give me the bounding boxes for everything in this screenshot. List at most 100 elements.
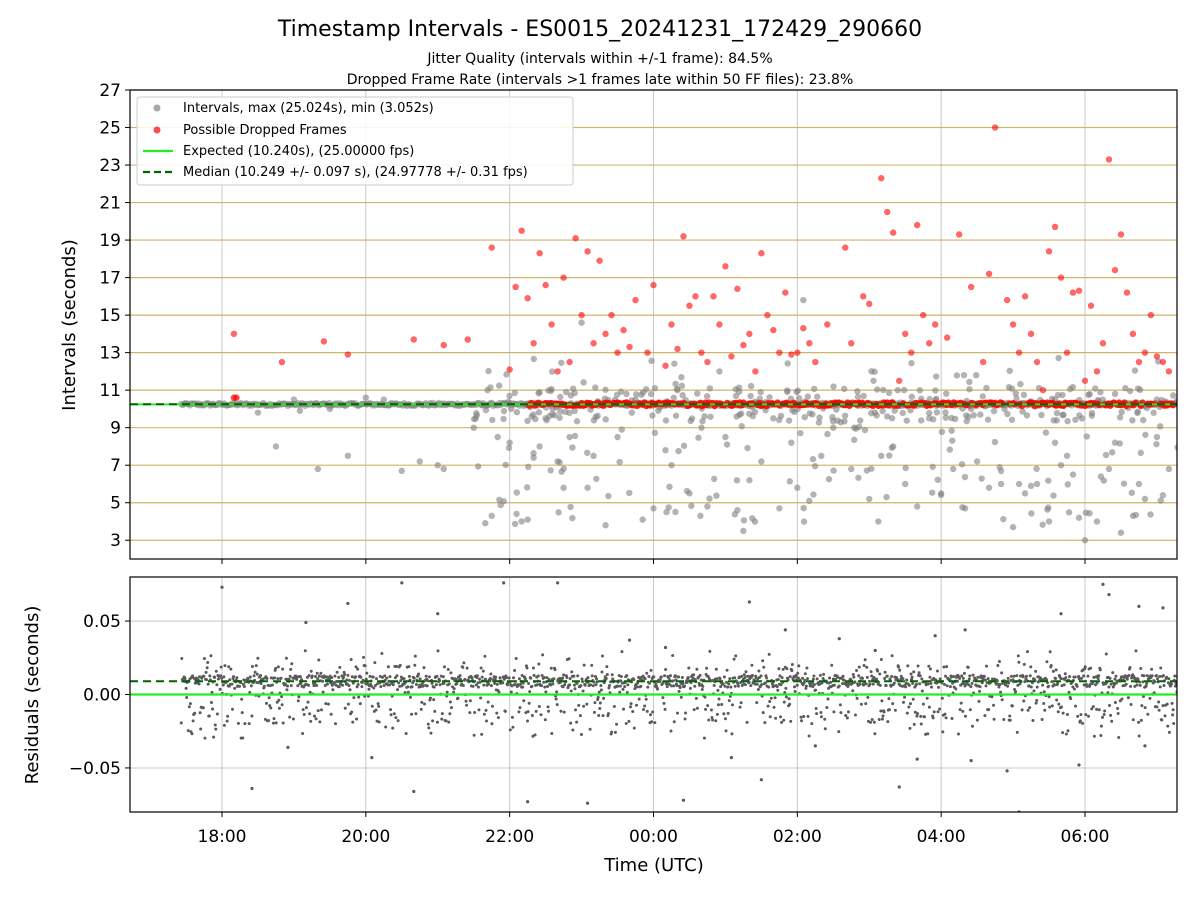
interval-point bbox=[967, 405, 975, 413]
interval-point bbox=[440, 465, 447, 473]
residual-point bbox=[667, 676, 671, 680]
top-y-tick-label: 5 bbox=[110, 494, 121, 514]
residual-point bbox=[1010, 704, 1014, 708]
top-y-tick-label: 17 bbox=[99, 269, 121, 289]
residual-point bbox=[479, 696, 483, 700]
interval-point bbox=[888, 415, 896, 422]
residual-point bbox=[595, 677, 599, 681]
residual-point bbox=[647, 674, 651, 678]
residual-point bbox=[222, 675, 226, 679]
residual-point bbox=[377, 704, 381, 708]
residual-point bbox=[977, 699, 981, 703]
residual-point bbox=[1045, 660, 1049, 664]
residual-point bbox=[221, 683, 225, 687]
residual-point bbox=[1041, 683, 1045, 687]
residual-point bbox=[370, 756, 374, 760]
residual-point bbox=[761, 659, 765, 663]
residual-point bbox=[950, 717, 954, 721]
residual-point bbox=[229, 667, 233, 671]
dropped-frame-point bbox=[908, 349, 915, 356]
residual-point bbox=[481, 669, 485, 673]
dropped-frame-point bbox=[866, 300, 873, 308]
residual-point bbox=[1097, 674, 1101, 678]
residual-point bbox=[574, 708, 578, 712]
residual-point bbox=[470, 676, 474, 680]
residual-point bbox=[685, 680, 689, 684]
interval-point bbox=[1064, 481, 1071, 488]
interval-point bbox=[686, 490, 693, 497]
residual-point bbox=[581, 680, 585, 684]
residual-point bbox=[458, 674, 462, 678]
residual-point bbox=[647, 681, 651, 685]
residual-point bbox=[1022, 699, 1026, 703]
residual-point bbox=[725, 680, 729, 684]
residual-point bbox=[510, 715, 514, 719]
residual-point bbox=[414, 712, 418, 716]
dropped-frame-point bbox=[794, 349, 801, 356]
interval-point bbox=[734, 507, 741, 514]
residual-point bbox=[629, 702, 633, 706]
residual-point bbox=[488, 679, 492, 683]
interval-point bbox=[966, 378, 973, 386]
interval-point bbox=[554, 458, 561, 465]
residual-point bbox=[288, 715, 292, 719]
residual-point bbox=[412, 679, 416, 683]
residual-point bbox=[219, 674, 223, 678]
interval-point bbox=[1028, 510, 1035, 517]
residual-point bbox=[352, 696, 356, 700]
residual-point bbox=[343, 672, 347, 676]
interval-point bbox=[569, 514, 576, 522]
residual-point bbox=[190, 732, 194, 736]
residual-point bbox=[1145, 681, 1149, 685]
dropped-frame-point bbox=[1147, 311, 1155, 319]
residual-point bbox=[1008, 718, 1012, 722]
dropped-frame-point bbox=[512, 283, 519, 291]
residual-point bbox=[907, 683, 911, 687]
top-y-axis-label: Intervals (seconds) bbox=[59, 239, 80, 411]
residual-point bbox=[396, 688, 400, 692]
residual-point bbox=[1117, 735, 1121, 739]
interval-point bbox=[1116, 440, 1123, 447]
interval-point bbox=[961, 505, 969, 512]
residual-point bbox=[250, 664, 254, 668]
interval-point bbox=[326, 405, 334, 413]
residual-point bbox=[1006, 684, 1010, 688]
residual-point bbox=[220, 676, 224, 680]
residual-point bbox=[569, 721, 573, 725]
interval-point bbox=[907, 406, 914, 414]
dropped-frame-point bbox=[967, 283, 975, 291]
residual-point bbox=[730, 703, 734, 707]
residual-point bbox=[422, 666, 426, 670]
residual-point bbox=[479, 666, 483, 670]
residual-point bbox=[598, 701, 602, 705]
interval-point bbox=[1013, 395, 1020, 402]
residual-point bbox=[199, 727, 203, 731]
residual-point bbox=[341, 683, 345, 687]
legend-expected-label: Expected (10.240s), (25.00000 fps) bbox=[183, 144, 414, 159]
residual-point bbox=[855, 668, 859, 672]
residual-point bbox=[855, 696, 859, 700]
residual-point bbox=[828, 676, 832, 680]
residual-point bbox=[780, 720, 784, 724]
interval-point bbox=[558, 359, 565, 366]
interval-point bbox=[871, 368, 878, 375]
residual-point bbox=[488, 677, 492, 681]
residual-point bbox=[248, 675, 252, 679]
interval-point bbox=[775, 416, 783, 424]
residual-point bbox=[448, 712, 452, 716]
interval-point bbox=[810, 491, 817, 498]
dropped-frame-point bbox=[596, 257, 603, 264]
interval-point bbox=[672, 412, 680, 419]
dropped-frame-point bbox=[410, 336, 417, 343]
interval-point bbox=[1120, 480, 1128, 487]
dropped-frame-point bbox=[566, 358, 573, 366]
interval-point bbox=[908, 393, 916, 400]
residual-point bbox=[582, 704, 586, 708]
interval-point bbox=[1129, 512, 1137, 520]
residual-point bbox=[970, 682, 974, 686]
dropped-frame-point bbox=[1129, 330, 1137, 338]
residual-point bbox=[1111, 671, 1115, 675]
residual-point bbox=[774, 716, 778, 720]
residual-point bbox=[430, 681, 434, 685]
